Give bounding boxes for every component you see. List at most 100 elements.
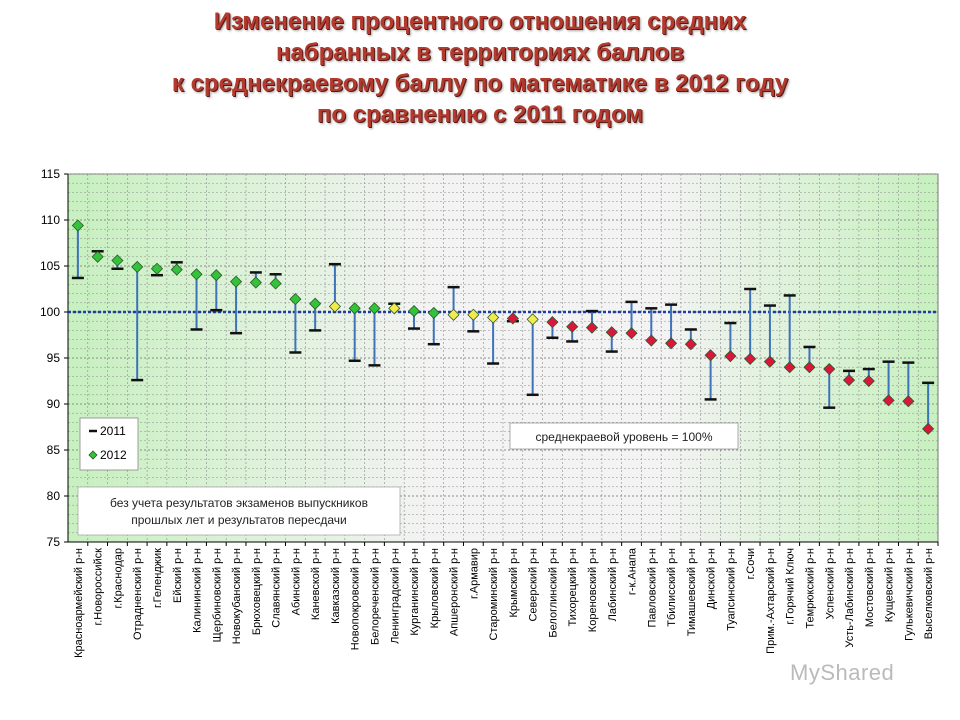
x-category-label: Белореченский р-н xyxy=(369,548,381,645)
x-category-label: Успенский р-н xyxy=(824,548,836,619)
marker-2012 xyxy=(585,321,599,334)
reference-label: среднекраевой уровень = 100% xyxy=(536,430,713,444)
legend-box xyxy=(79,417,139,471)
y-tick-label: 85 xyxy=(47,443,61,457)
x-category-label: Каневской р-н xyxy=(310,548,322,620)
marker-2012 xyxy=(783,361,796,374)
x-category-label: Северский р-н xyxy=(528,548,540,622)
x-category-label: Новокубанский р-н xyxy=(231,548,243,644)
marker-2012 xyxy=(269,277,282,290)
note-box xyxy=(77,486,401,536)
marker-2012 xyxy=(506,312,519,325)
x-category-label: Усть-Лабинский р-н xyxy=(844,548,856,648)
marker-2012 xyxy=(823,362,836,376)
grid-lines xyxy=(68,173,938,543)
x-category-label: Мостовский р-н xyxy=(864,548,876,627)
y-tick-label: 75 xyxy=(47,535,61,549)
x-category-label: Ленинградский р-н xyxy=(389,548,401,644)
x-category-label: Апшеронский р-н xyxy=(449,548,461,636)
x-category-label: Абинский р-н xyxy=(290,548,302,615)
x-category-label: г.Новороссийск xyxy=(93,548,105,626)
x-category-label: Отрадненский р-н xyxy=(132,548,144,640)
x-category-label: г.Сочи xyxy=(745,548,757,579)
x-category-label: Староминский р-н xyxy=(488,548,500,641)
marker-2012 xyxy=(862,374,875,388)
y-tick-label: 100 xyxy=(40,305,60,319)
marker-2012 xyxy=(150,262,164,275)
reference-label-box xyxy=(509,422,739,450)
x-category-label: Тихорецкий р-н xyxy=(567,548,579,626)
x-category-label: Тимашевский р-н xyxy=(686,548,698,636)
x-category-label: Прим.-Ахтарский р-н xyxy=(765,548,777,654)
marker-2012 xyxy=(704,349,717,362)
marker-2012 xyxy=(803,361,816,374)
marker-2012 xyxy=(328,300,341,313)
marker-2012 xyxy=(407,305,421,318)
marker-2012 xyxy=(882,394,895,407)
marker-2012 xyxy=(71,219,84,232)
x-category-label: Крыловский р-н xyxy=(429,548,441,628)
marker-2012 xyxy=(170,263,183,276)
x-category-label: Кореновский р-н xyxy=(587,548,599,632)
marker-2012 xyxy=(902,395,915,408)
x-category-label: г-к.Анапа xyxy=(627,547,639,595)
watermark-text: MyShared xyxy=(790,660,895,685)
x-category-label: Курганинский р-н xyxy=(409,548,421,636)
marker-2012 xyxy=(566,320,579,333)
marker-2012 xyxy=(625,327,638,340)
y-tick-label: 110 xyxy=(41,213,60,227)
marker-2012 xyxy=(348,302,361,315)
x-category-label: г.Краснодар xyxy=(112,548,124,608)
marker-2012 xyxy=(249,276,262,289)
marker-2012 xyxy=(368,302,381,315)
x-category-label: Калининский р-н xyxy=(192,548,204,633)
legend-2012-label: 2012 xyxy=(100,448,127,462)
y-tick-label: 115 xyxy=(41,167,60,181)
x-category-label: Новопокровский р-н xyxy=(350,548,362,650)
chart-title: Изменение процентного отношения средних … xyxy=(0,6,960,130)
y-tick-label: 80 xyxy=(47,489,61,503)
y-tick-label: 95 xyxy=(47,351,61,365)
note-line-1: без учета результатов экзаменов выпускни… xyxy=(110,496,368,510)
x-category-label: Лабинский р-н xyxy=(607,548,619,621)
marker-2012 xyxy=(190,268,203,281)
x-category-label: Гулькевичский р-н xyxy=(903,548,915,641)
marker-2012 xyxy=(665,337,678,350)
x-category-label: г.Геленджик xyxy=(152,548,164,608)
marker-2012 xyxy=(724,350,737,363)
x-category-label: Кавказский р-н xyxy=(330,548,342,624)
marker-2012 xyxy=(467,308,480,321)
x-category-label: Щербиновский р-н xyxy=(211,548,223,642)
marker-2012 xyxy=(487,311,500,324)
marker-2012 xyxy=(744,352,757,365)
x-category-label: Ейский р-н xyxy=(172,548,184,603)
note-line-2: прошлых лет и результатов пересдачи xyxy=(131,513,346,527)
title-line-1: Изменение процентного отношения средних xyxy=(213,8,747,35)
x-category-label: Туапсинский р-н xyxy=(725,548,737,631)
y-tick-label: 90 xyxy=(47,397,61,411)
x-category-label: г.Горячий Ключ xyxy=(785,548,797,625)
legend-2012-swatch xyxy=(88,450,98,460)
x-category-label: Темрюкский р-н xyxy=(804,548,816,629)
marker-2012 xyxy=(842,374,856,387)
x-category-label: Павловский р-н xyxy=(646,548,658,628)
x-category-label: Крымский р-н xyxy=(508,548,520,618)
y-tick-label: 105 xyxy=(40,259,60,273)
x-category-label: г.Армавир xyxy=(468,548,480,599)
marker-2012 xyxy=(645,334,658,347)
x-category-label: Славянский р-н xyxy=(271,548,283,628)
x-category-label: Выселковский р-н xyxy=(923,548,935,639)
title-line-3: к среднекраевому баллу по математике в 2… xyxy=(171,70,789,97)
x-category-label: Тбилисский р-н xyxy=(666,548,678,627)
marker-2012 xyxy=(131,260,144,273)
x-category-label: Красноармейский р-н xyxy=(73,548,85,658)
marker-2012 xyxy=(427,306,440,319)
marker-2012 xyxy=(111,254,124,267)
title-line-2: набранных в территориях баллов xyxy=(275,39,685,66)
x-category-label: Белоглинский р-н xyxy=(547,548,559,638)
marker-2012 xyxy=(230,275,243,288)
marker-2012 xyxy=(91,250,104,263)
legend-2011-label: 2011 xyxy=(100,424,126,438)
marker-2012 xyxy=(546,316,559,329)
